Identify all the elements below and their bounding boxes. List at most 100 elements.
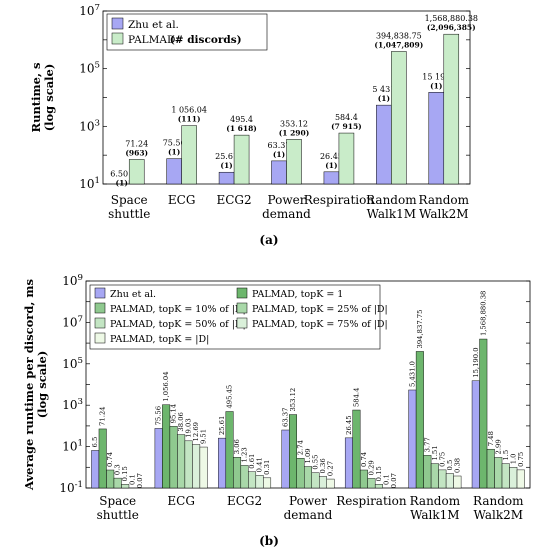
y-tick-label-a: 107 <box>79 3 100 18</box>
data-label-b: 63.37 <box>282 408 290 427</box>
data-label-b: 0.38 <box>453 458 461 473</box>
bar-a-palmad <box>443 33 460 185</box>
category-label-a: Space shuttle <box>108 193 150 221</box>
legend-label-b: PALMAD, topK = 10% of |D| <box>110 304 246 315</box>
data-label-b: 15,190.0 <box>472 347 480 377</box>
bar-b-series-0 <box>91 450 100 489</box>
category-label-b: ECG2 <box>227 494 262 508</box>
bar-b-series-5 <box>192 444 201 489</box>
category-label-a: ECG2 <box>216 193 251 207</box>
bar-b-series-1 <box>352 409 361 489</box>
legend-b: Zhu et al. PALMAD, topK = 1 PALMAD, topK =… <box>89 284 388 350</box>
category-label-a: Random Walk2M <box>419 193 470 221</box>
data-label-b: 1.23 <box>241 447 249 462</box>
y-tick-label-b: 105 <box>62 356 83 371</box>
category-label-b: Random Walk2M <box>473 494 524 522</box>
data-label-a: 394,838.75 <box>376 31 422 40</box>
bar-b-series-4 <box>374 484 383 489</box>
legend-swatch-b <box>94 332 106 344</box>
data-label-b: 0.29 <box>367 460 375 475</box>
data-label-b: 2.74 <box>297 440 305 455</box>
bar-b-series-6 <box>263 477 272 489</box>
data-sublabel-a: (111) <box>178 115 201 124</box>
data-label-b: 38.06 <box>177 412 185 431</box>
data-sublabel-a: (7 915) <box>331 122 362 131</box>
legend-swatch-b <box>94 287 106 299</box>
data-label-b: 26.45 <box>345 415 353 434</box>
data-label-b: 0.61 <box>248 454 256 469</box>
bar-b-series-0 <box>471 380 480 489</box>
legend-label-a: Zhu et al. <box>128 19 179 31</box>
data-label-b: 0.36 <box>319 458 327 473</box>
data-label-b: 1,056.04 <box>162 371 170 401</box>
legend-box-a <box>106 13 268 51</box>
data-label-b: 0.5 <box>446 460 454 471</box>
y-axis-label-a: Runtime, s(log scale) <box>29 63 56 133</box>
data-label-a: 71.24 <box>125 139 148 148</box>
bar-a-palmad <box>181 125 197 185</box>
data-label-b: 584.4 <box>352 388 360 407</box>
data-label-a: 495.4 <box>230 115 253 124</box>
data-label-a: 584.4 <box>335 113 358 122</box>
legend-swatch-a <box>111 32 124 45</box>
data-sublabel-a: (963) <box>125 148 148 157</box>
legend-a: Zhu et al. PALMAD(# discords) <box>106 13 268 51</box>
data-label-a: 1 056.04 <box>171 106 207 115</box>
data-label-b: 0.27 <box>327 461 335 476</box>
category-label-a: Power demand <box>262 193 311 221</box>
data-label-b: 0.41 <box>256 457 264 472</box>
bar-b-series-1 <box>289 414 297 489</box>
data-label-a: 75.56 <box>163 139 186 148</box>
bar-a-zhu <box>376 104 392 185</box>
data-label-a: 353.12 <box>280 119 308 128</box>
y-tick-label-b: 101 <box>62 439 83 454</box>
data-label-b: 1,568,880.38 <box>479 291 487 336</box>
data-label-b: 3.77 <box>423 437 431 452</box>
bar-a-zhu <box>218 171 235 185</box>
y-axis-title-b: Average runtime per discord, ms(log scal… <box>22 279 49 491</box>
bar-b-series-6 <box>453 475 462 489</box>
bar-b-series-5 <box>509 467 518 489</box>
data-sublabel-a: (1) <box>168 148 180 157</box>
bar-a-palmad <box>391 51 407 185</box>
y-tick-label-b: 103 <box>62 397 83 412</box>
bar-b-series-6 <box>199 446 208 489</box>
bar-b-series-5 <box>255 475 264 489</box>
bar-b-series-4 <box>184 440 193 489</box>
data-label-b: 394,837.75 <box>416 310 424 349</box>
y-tick-label-b: 107 <box>62 314 83 329</box>
data-label-b: 0.07 <box>390 473 398 488</box>
data-label-a: 6.501 <box>110 169 133 178</box>
data-label-b: 0.75 <box>438 452 446 467</box>
bar-b-series-4 <box>121 484 130 489</box>
data-sublabel-a: (1) <box>325 161 337 170</box>
bar-b-series-3 <box>113 477 122 489</box>
bar-a-zhu <box>271 160 287 185</box>
data-label-a: 26.45 <box>320 152 343 161</box>
category-label-b: Space shuttle <box>97 494 139 522</box>
data-label-b: 0.31 <box>263 460 271 475</box>
data-label-b: 19.03 <box>185 418 193 437</box>
bar-b-series-4 <box>501 463 510 489</box>
data-sublabel-a: (1) <box>220 161 232 170</box>
data-label-b: 0.74 <box>106 452 114 467</box>
legend-label-bold-a: (# discords) <box>170 34 242 46</box>
legend-box-b <box>89 284 381 350</box>
bar-b-series-4 <box>438 469 447 489</box>
data-label-b: 9.51 <box>200 429 208 444</box>
bar-b-series-5 <box>319 476 327 489</box>
data-label-a: 1,568,880.38 <box>425 14 478 23</box>
category-label-b: Respiration <box>336 494 407 508</box>
y-tick-label-a: 103 <box>79 118 100 133</box>
data-label-b: 1.0 <box>509 453 517 464</box>
bar-b-series-4 <box>248 471 257 489</box>
bar-b-series-3 <box>177 434 186 489</box>
bar-a-palmad <box>338 132 355 185</box>
data-label-b: 71.24 <box>99 406 107 425</box>
caption-b: (b) <box>259 534 279 548</box>
data-label-b: 353.12 <box>289 388 297 412</box>
legend-swatch-b <box>94 317 106 329</box>
bar-a-zhu <box>323 171 340 185</box>
